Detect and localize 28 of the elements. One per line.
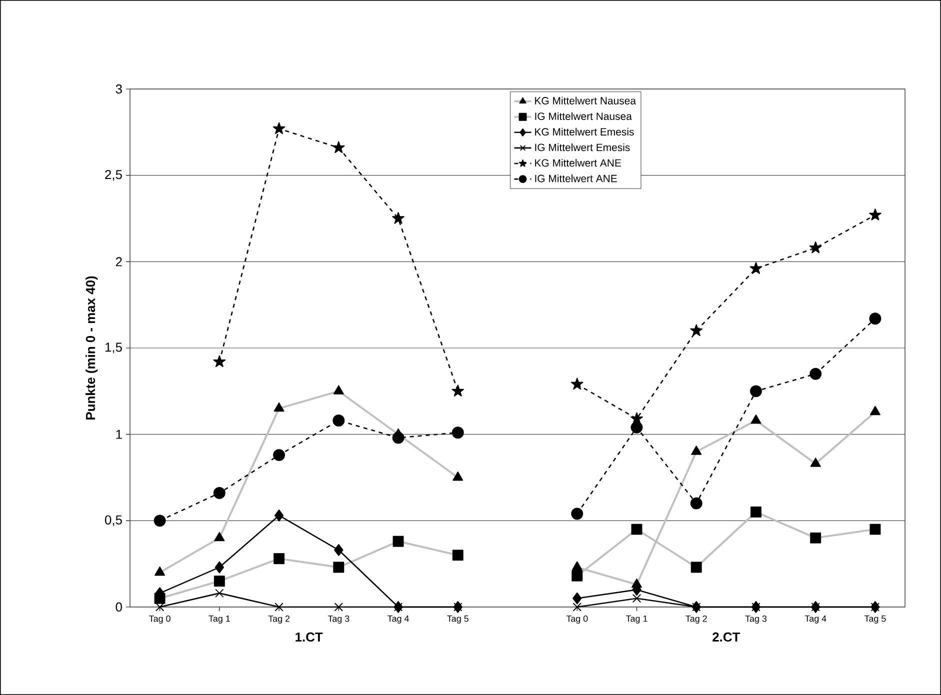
y-tick-label: 1,5: [105, 342, 122, 354]
x-tick-label: Tag 3: [328, 615, 350, 624]
legend-label: KG Mittelwert Nausea: [535, 96, 636, 104]
legend-label: IG Mittelwert ANE: [535, 174, 617, 182]
y-tick-label: 2: [116, 257, 122, 266]
legend-label: KG Mittelwert Emesis: [535, 128, 634, 136]
legend-label: KG Mittelwert ANE: [535, 158, 621, 167]
text: 2.CT: [712, 632, 740, 642]
x-tick-label: Tag 2: [268, 615, 290, 624]
x-tick-label: Tag 5: [447, 616, 468, 624]
x-tick-label: Tag 3: [745, 615, 767, 624]
x-tick-label: Tag 5: [864, 616, 886, 624]
x-tick-label: Tag 0: [149, 615, 170, 624]
y-tick-label: 0,5: [104, 515, 122, 526]
y-tick-label: 2,5: [105, 170, 122, 181]
y-tick-label: 1: [116, 430, 122, 439]
x-tick-label: Tag 0: [566, 615, 588, 624]
y-tick-label: 0: [116, 602, 122, 612]
x-tick-label: Tag 1: [626, 616, 648, 624]
legend-label: IG Mittelwert Emesis: [535, 143, 630, 152]
y-axis-title: Punkte (min 0 - max 40): [86, 276, 98, 420]
text: 1.CT: [296, 632, 323, 642]
x-tick-label: Tag 2: [686, 615, 707, 624]
legend-label: IG Mittelwert Nausea: [535, 112, 632, 120]
x-tick-label: Tag 4: [804, 616, 826, 624]
x-tick-label: Tag 1: [208, 616, 230, 624]
x-tick-label: Tag 4: [388, 616, 409, 624]
y-tick-label: 3: [116, 84, 122, 94]
